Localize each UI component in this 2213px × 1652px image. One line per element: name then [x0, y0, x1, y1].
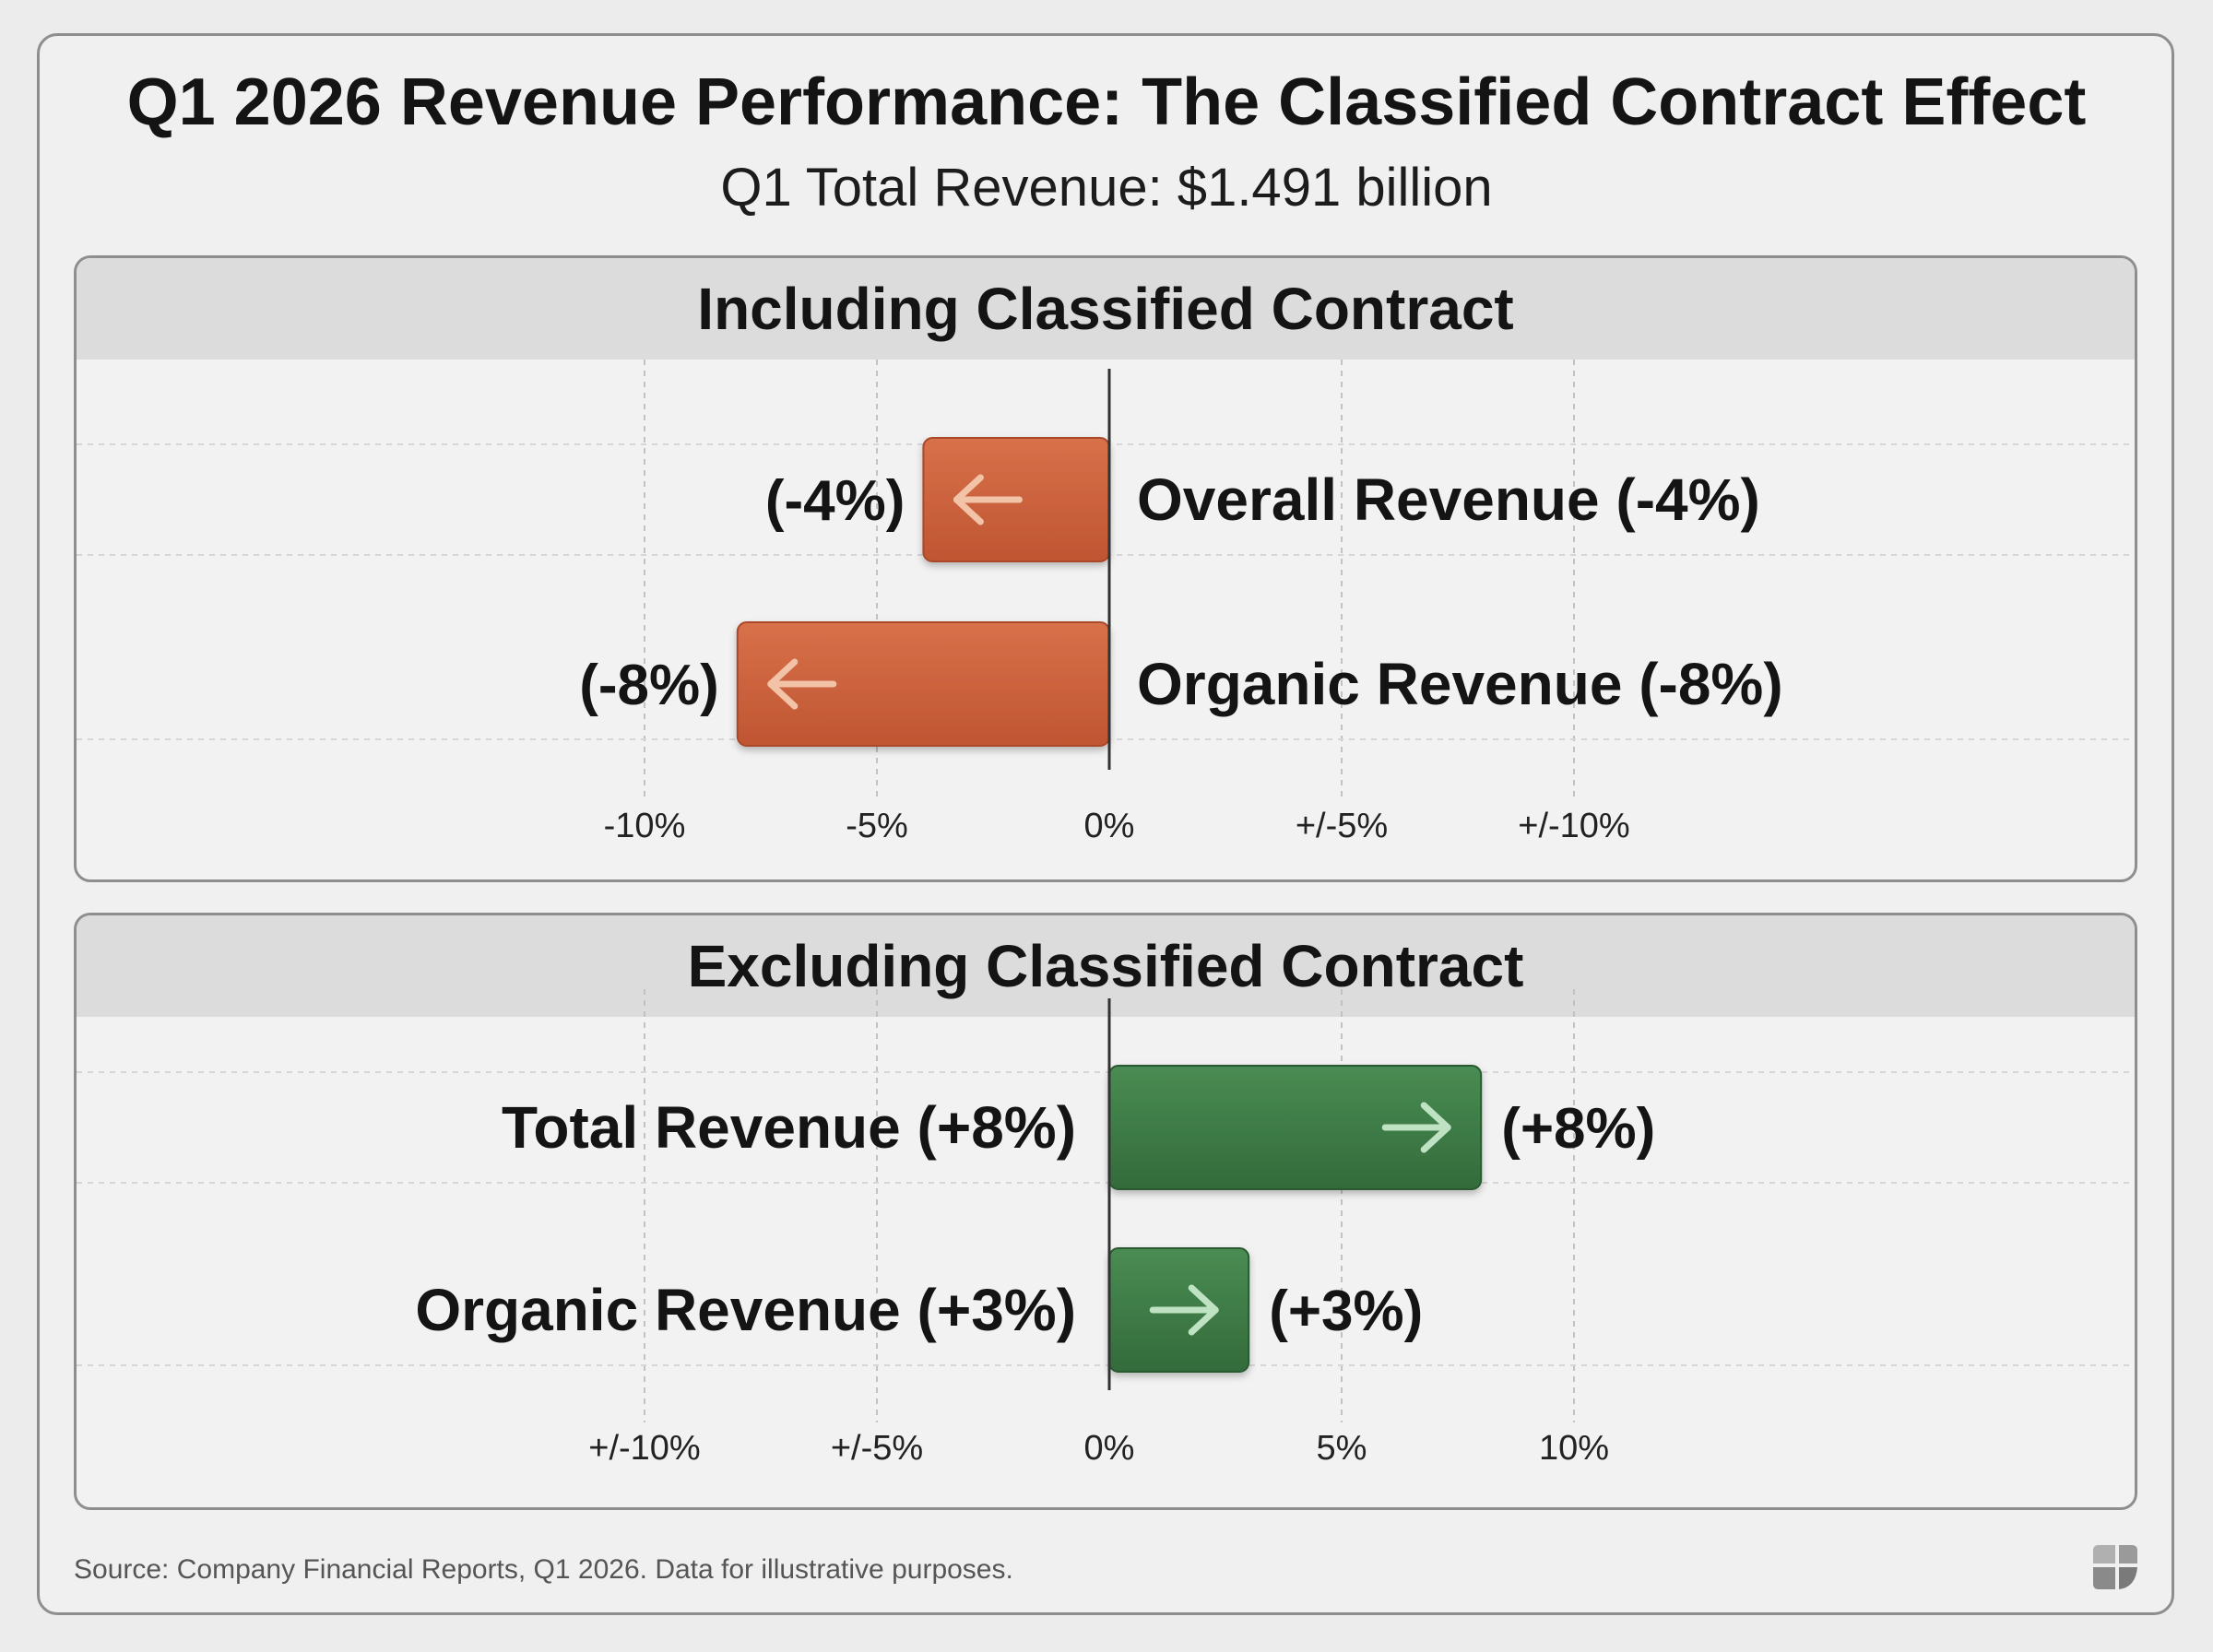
tick-label: -10% [604, 807, 686, 845]
tick-label: 5% [1317, 1429, 1367, 1468]
category-label: Overall Revenue (-4%) [1137, 466, 1760, 533]
brand-logo-icon [2093, 1545, 2137, 1589]
arrow-right-icon [1149, 1284, 1219, 1336]
arrow-right-icon [1381, 1102, 1451, 1153]
category-label: Organic Revenue (-8%) [1137, 651, 1783, 717]
tick-label: +/-5% [1296, 807, 1388, 845]
plot-excluding: +/-10% +/-5% 0% 5% 10% (+8%) Total Revenue (+8… [77, 989, 2135, 1468]
panel-excluding: Excluding Classified Contract +/-10% +/-5… [74, 913, 2137, 1510]
tick-label: 0% [1084, 1429, 1135, 1468]
source-note: Source: Company Financial Reports, Q1 20… [74, 1554, 1013, 1585]
chart-title: Q1 2026 Revenue Performance: The Classif… [126, 65, 2087, 139]
tick-label: 0% [1084, 807, 1135, 845]
data-label: (+3%) [1269, 1280, 1423, 1343]
data-label: (-4%) [765, 469, 905, 533]
panel-title-including: Including Classified Contract [77, 258, 2135, 360]
data-label: (-8%) [579, 654, 719, 717]
tick-label: +/-10% [1518, 807, 1629, 845]
tick-label: +/-10% [588, 1429, 700, 1468]
chart-subtitle: Q1 Total Revenue: $1.491 billion [720, 158, 1493, 218]
tick-label: -5% [846, 807, 908, 845]
tick-label: 10% [1539, 1429, 1609, 1468]
tick-label: +/-5% [831, 1429, 923, 1468]
panel-including: Including Classified Contract -10% -5% 0% +… [74, 255, 2137, 882]
plot-including: -10% -5% 0% +/-5% +/-10% (-4%) Overall Revenue… [77, 360, 2135, 845]
panel-title-excluding: Excluding Classified Contract [77, 915, 2135, 1017]
data-label: (+8%) [1501, 1097, 1655, 1161]
arrow-left-icon [767, 658, 837, 710]
category-label: Organic Revenue (+3%) [415, 1277, 1076, 1343]
arrow-left-icon [953, 474, 1023, 525]
category-label: Total Revenue (+8%) [502, 1094, 1076, 1161]
